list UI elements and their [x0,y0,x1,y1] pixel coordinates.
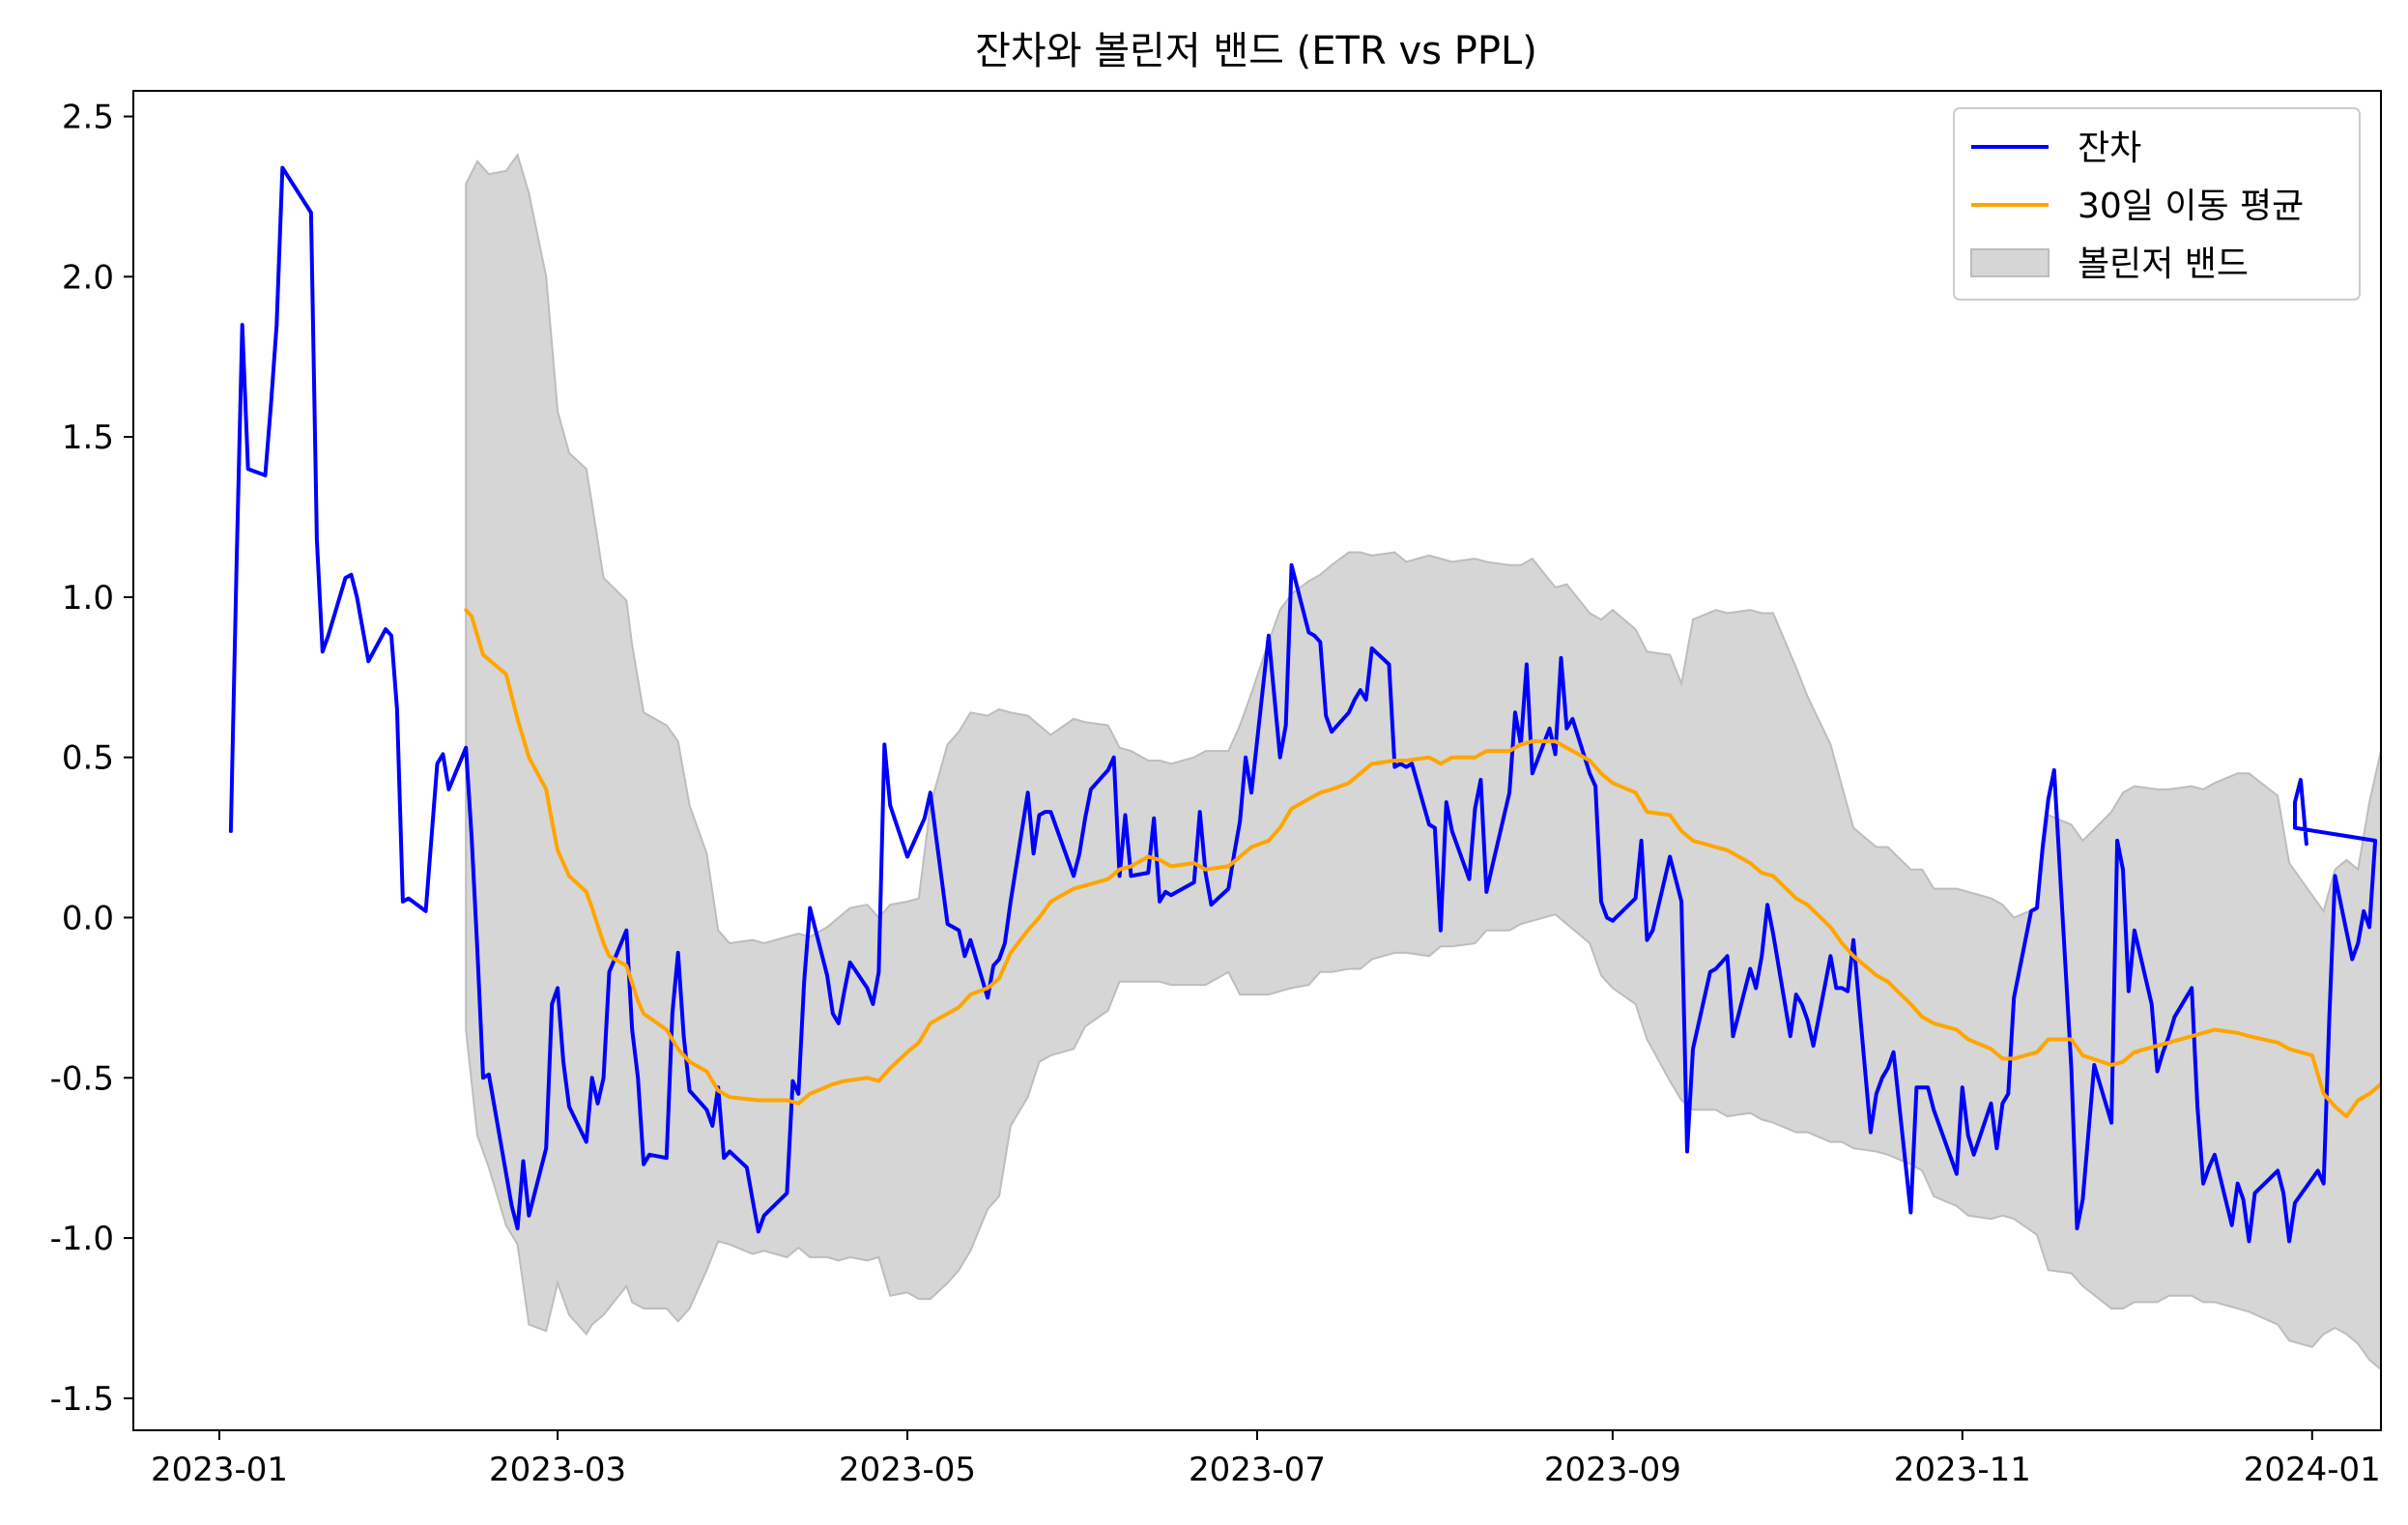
y-tick-label: -1.0 [50,1220,114,1258]
bollinger-band-area [465,153,2381,1371]
residual-line [228,165,2378,1244]
chart-title: 잔차와 볼린저 밴드 (ETR vs PPL) [975,29,1537,73]
moving-average-line [464,608,2381,1119]
legend-label: 볼린저 밴드 [2078,245,2249,284]
plot-series [228,153,2381,1371]
legend-swatch [1970,248,2050,277]
x-tick-label: 2024-01 [2244,1451,2381,1489]
legend-entry-moving-average: 30일 이동 평균 [1971,187,2304,226]
x-tick-label: 2023-11 [1894,1451,2031,1489]
x-tick-label: 2023-05 [839,1451,976,1489]
y-tick-label: 0.5 [62,739,114,778]
legend-box [1953,107,2361,301]
y-tick-label: 0.0 [62,899,114,937]
legend-entry-residual: 잔차 [1971,129,2141,168]
y-tick-label: 2.0 [62,258,114,297]
x-tick-label: 2023-03 [489,1451,626,1489]
y-tick-label: 2.5 [62,99,114,137]
y-tick-label: -1.5 [50,1380,114,1419]
x-tick-label: 2023-01 [151,1451,288,1489]
x-tick-label: 2023-09 [1544,1451,1681,1489]
y-tick-label: -0.5 [50,1059,114,1098]
x-tick-label: 2023-07 [1189,1451,1326,1489]
plot-area [228,153,2381,1371]
legend-label: 30일 이동 평균 [2078,187,2304,226]
legend-label: 잔차 [2078,129,2141,168]
y-tick-label: 1.5 [62,418,114,457]
y-tick-label: 1.0 [62,579,114,618]
legend-entry-bollinger-band: 볼린저 밴드 [1970,245,2249,284]
axes: 2.5 2.0 1.5 1.0 0.5 0.0 -0.5 -1.0 -1.5 2023-01 202… [50,90,2382,1489]
